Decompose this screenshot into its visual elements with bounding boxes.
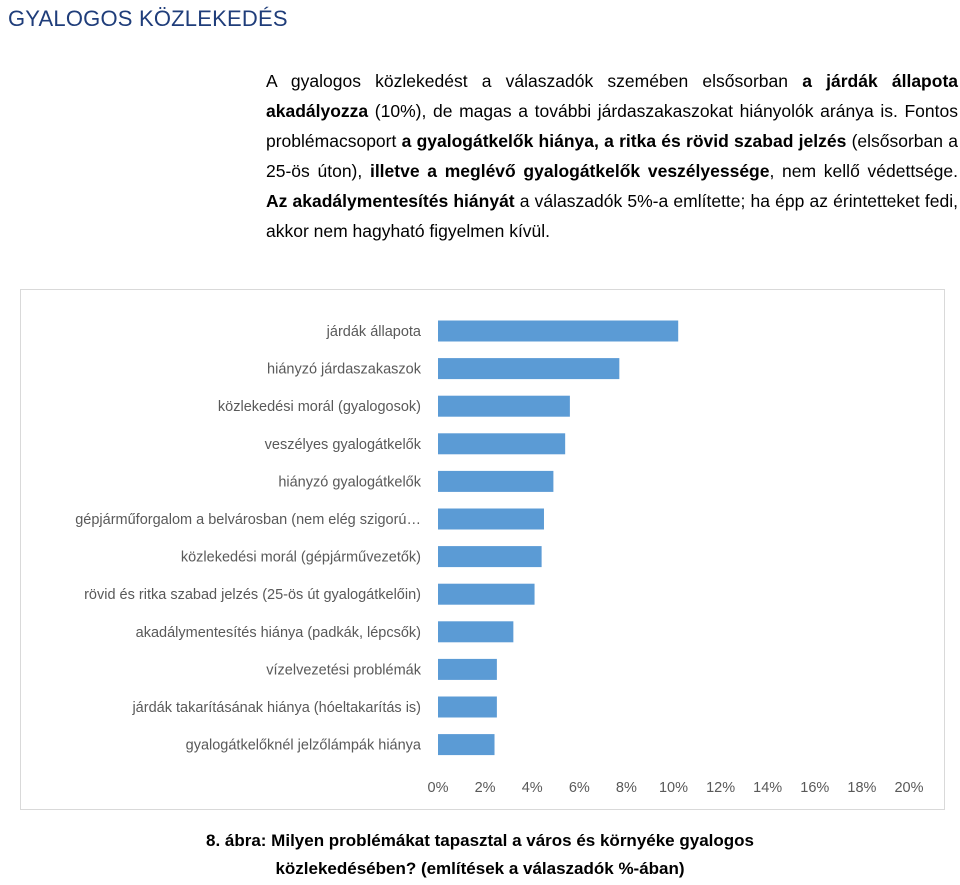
bar bbox=[438, 320, 679, 342]
category-label: gépjárműforgalom a belvárosban (nem elég… bbox=[75, 512, 421, 528]
paragraph-run: A gyalogos közlekedést a válaszadók szem… bbox=[266, 71, 803, 91]
paragraph-run: a járdák állapota akadályozza bbox=[266, 71, 959, 121]
x-tick-label: 0% bbox=[428, 780, 449, 796]
bar bbox=[438, 696, 497, 718]
category-label: hiányzó járdaszakaszok bbox=[267, 362, 422, 378]
bar bbox=[438, 546, 542, 568]
category-label: akadálymentesítés hiánya (padkák, lépcső… bbox=[136, 625, 421, 641]
paragraph-run: , nem kellő védettsége. bbox=[769, 161, 958, 181]
category-label: járdák takarításának hiánya (hóeltakarít… bbox=[131, 700, 421, 716]
paragraph-run: (10%), de magas a további járdaszakaszok… bbox=[266, 101, 958, 151]
bar bbox=[438, 433, 566, 455]
paragraph-run: Az akadálymentesítés hiányát bbox=[266, 191, 515, 211]
category-label: rövid és ritka szabad jelzés (25-ös út g… bbox=[84, 587, 421, 603]
category-label: járdák állapota bbox=[326, 324, 422, 340]
bar bbox=[438, 658, 497, 680]
category-label: közlekedési morál (gyalogosok) bbox=[218, 399, 421, 415]
x-tick-label: 20% bbox=[894, 780, 923, 796]
x-tick-label: 8% bbox=[616, 780, 637, 796]
x-tick-label: 12% bbox=[706, 780, 735, 796]
category-label: gyalogátkelőknél jelzőlámpák hiánya bbox=[186, 738, 422, 754]
category-label: vízelvezetési problémák bbox=[266, 662, 421, 678]
paragraph-run: illetve a meglévő gyalogátkelők veszélye… bbox=[369, 161, 770, 181]
category-label: közlekedési morál (gépjárművezetők) bbox=[181, 550, 421, 566]
paragraph-run: (elsősorban a 25-ös úton), bbox=[266, 131, 958, 181]
x-tick-label: 18% bbox=[847, 780, 876, 796]
x-tick-label: 6% bbox=[569, 780, 590, 796]
paragraph-run: a gyalogátkelők hiánya, a ritka és rövid… bbox=[401, 131, 847, 151]
paragraph-run: a válaszadók 5%-a említette; ha épp az é… bbox=[266, 191, 958, 241]
x-tick-label: 2% bbox=[475, 780, 496, 796]
bar bbox=[438, 583, 535, 605]
category-label: veszélyes gyalogátkelők bbox=[265, 437, 422, 453]
figure-caption-line1: 8. ábra: Milyen problémákat tapasztal a … bbox=[205, 831, 754, 850]
bar bbox=[438, 470, 554, 492]
bar bbox=[438, 395, 570, 417]
bar-chart-svg: járdák állapota hiányzó járdaszakaszok köz… bbox=[75, 320, 924, 796]
x-tick-label: 4% bbox=[522, 780, 543, 796]
bar bbox=[438, 734, 495, 756]
bar bbox=[438, 508, 544, 530]
page-title: GYALOGOS KÖZLEKEDÉS bbox=[8, 6, 288, 31]
figure-caption-line2: közlekedésében? (említések a válaszadók … bbox=[275, 859, 685, 878]
intro-paragraph: A gyalogos közlekedést a válaszadók szem… bbox=[266, 66, 958, 246]
bar bbox=[438, 621, 514, 643]
bar bbox=[438, 358, 620, 380]
x-tick-label: 16% bbox=[800, 780, 829, 796]
category-label: hiányzó gyalogátkelők bbox=[278, 474, 421, 490]
bar-chart: járdák állapota hiányzó járdaszakaszok köz… bbox=[20, 289, 945, 810]
x-tick-label: 14% bbox=[753, 780, 782, 796]
x-tick-label: 10% bbox=[659, 780, 688, 796]
